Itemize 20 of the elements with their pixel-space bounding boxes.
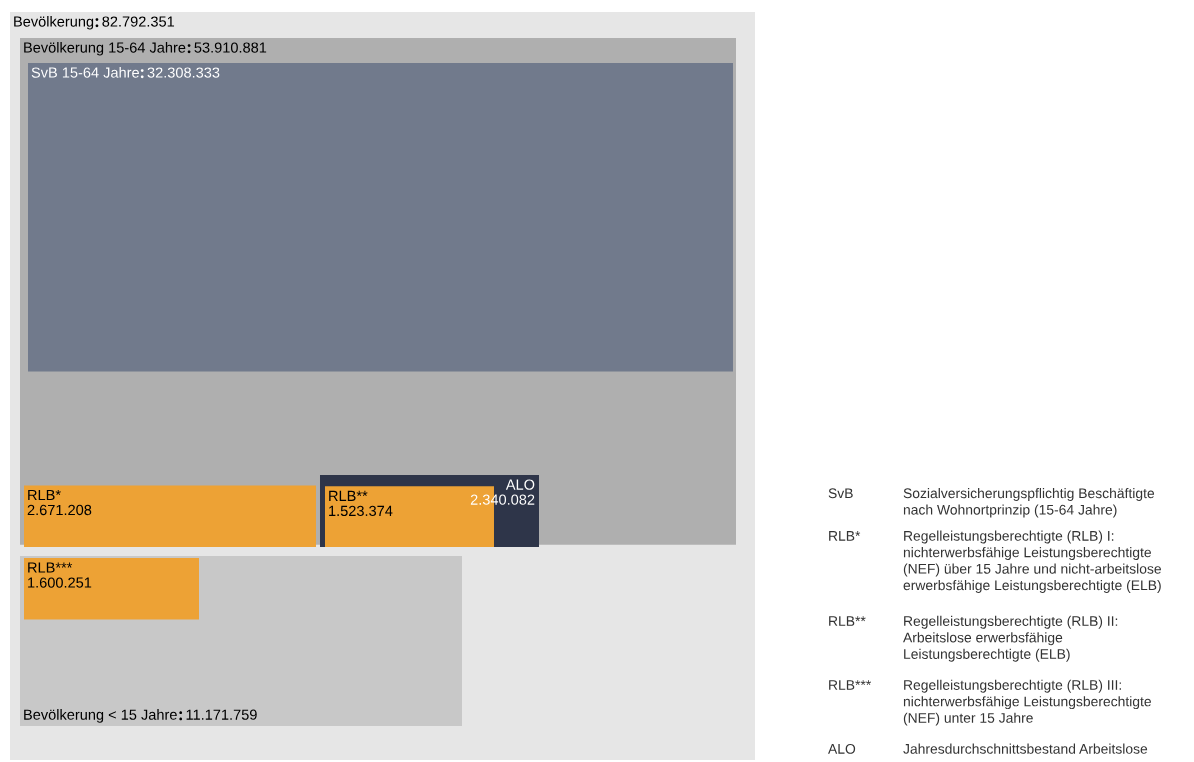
category-label: SvB 15-64 Jahre (31, 67, 139, 78)
category-label: RLB*** (28, 562, 73, 573)
data-label: 82.792.351 (102, 16, 175, 27)
text: RLB* Regelleistungsberechtigte (RLB) I: nichterwerbsfähige Leistungsberechtigte (NEF) über 15 Jahre und nicht-arbeitslose erwerbsfähige Leistungsberechtigte (ELB) (829, 530, 1161, 593)
data-label: 11.171.759 (186, 709, 257, 720)
category-label: Bevölkerung (14, 16, 94, 30)
category-label: RLB** (329, 490, 368, 501)
data-label: 53.910.881 (194, 42, 267, 53)
category-label: Bevölkerung 15-64 Jahre (24, 42, 186, 56)
category-label: ALO (505, 479, 535, 490)
category-label: Bevölkerung < 15 Jahre (24, 709, 177, 723)
text: RLB*** Regelleistungsberechtigte (RLB) III: nichterwerbsfähige Leistungsberechtigte (NEF) unter 15 Jahre (829, 679, 1151, 726)
text: SvB Sozialversicherungspflichtig Beschäftigte nach Wohnortprinzip (15-64 Jahre) (828, 488, 1155, 518)
data-label: 32.308.333 (147, 67, 220, 78)
data-label: 1.600.251 (28, 577, 92, 588)
category-label: RLB* (28, 489, 61, 500)
text: RLB** Regelleistungsberechtigte (RLB) II: Arbeitslose erwerbsfähige Leistungsberechtigte (ELB) (829, 615, 1118, 662)
data-label: 2.671.208 (27, 504, 92, 516)
data-label: 1.523.374 (329, 505, 393, 517)
text: ALO Jahresdurchschnittsbestand Arbeitslose (828, 743, 1148, 754)
